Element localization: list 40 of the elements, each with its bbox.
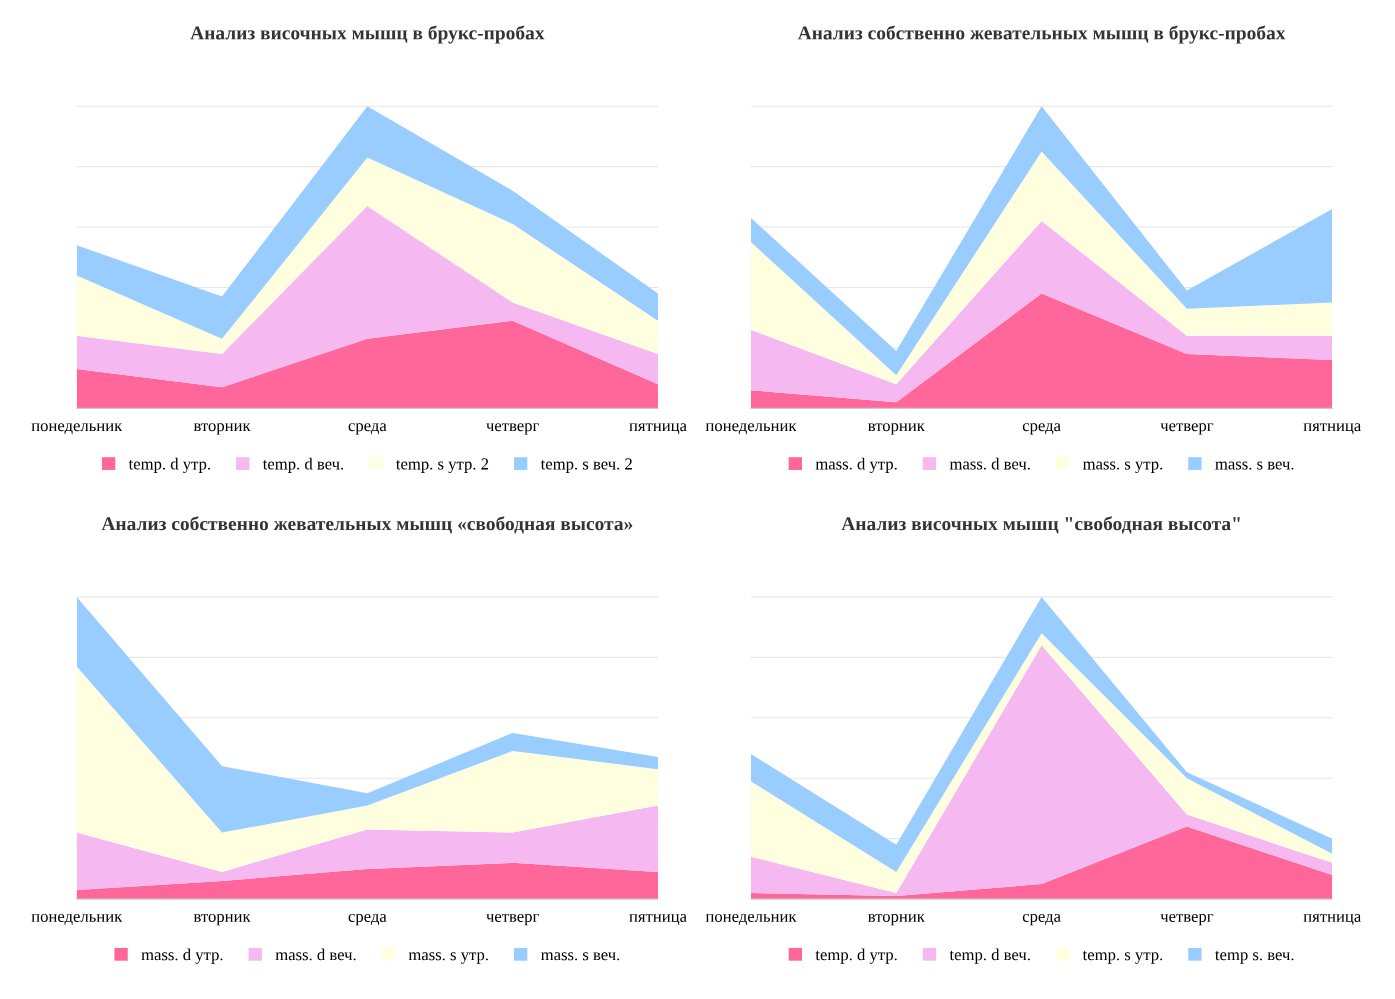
x-tick-label: понедельник [31,423,123,435]
x-tick-label: вторник [868,423,925,435]
legend-label: mass. d веч. [949,457,1030,470]
x-tick-label: среда [1022,423,1061,435]
x-tick-label: четверг [486,423,539,435]
legend-label: temp. s утр. 2 [396,458,489,473]
legend-label: temp. d веч. [262,457,344,473]
legend-label: temp. s веч. 2 [540,458,632,473]
x-tick-label: пятница [1303,423,1362,435]
x-tick-label: среда [348,423,387,435]
legend-label: mass. s утр. [408,952,488,964]
legend-label: mass. d веч. [275,948,356,961]
x-tick-label: пятница [1303,913,1362,925]
legend-label: mass. s веч. [541,952,620,961]
legend-label: mass. s утр. [1082,461,1163,473]
legend-label: temp. d утр. [815,948,897,964]
x-tick-label: вторник [193,913,251,926]
legend-label: temp. d утр. [128,457,210,473]
x-tick-label: среда [1022,913,1061,926]
legend-label: temp. d веч. [949,948,1030,964]
x-tick-label: пятница [629,423,687,435]
chart-title: Анализ собственно жевательных мышц в брукс-пробах [797,25,1286,44]
x-tick-label: вторник [868,913,925,926]
chart-title: Анализ височных мышц "свободная высота" [841,516,1240,534]
x-tick-label: вторник [193,423,251,435]
chart-title: Анализ височных мышц в брукс-пробах [190,25,545,44]
x-tick-label: понедельник [705,423,797,435]
x-tick-label: среда [348,913,387,926]
x-tick-label: четверг [1160,423,1214,435]
x-tick-label: понедельник [31,913,123,925]
x-tick-label: четверг [1160,913,1214,926]
legend-label: mass. d утр. [141,948,223,964]
legend-label: mass. s веч. [1215,461,1294,470]
x-tick-label: понедельник [705,913,797,925]
x-tick-label: четверг [486,913,539,926]
legend-label: temp. s утр. [1082,950,1163,964]
legend-label: mass. d утр. [815,457,897,473]
x-tick-label: пятница [629,913,687,925]
chart-title: Анализ собственно жевательных мышц «свободная высота» [101,516,633,534]
legend-label: temp s. веч. [1215,950,1294,964]
